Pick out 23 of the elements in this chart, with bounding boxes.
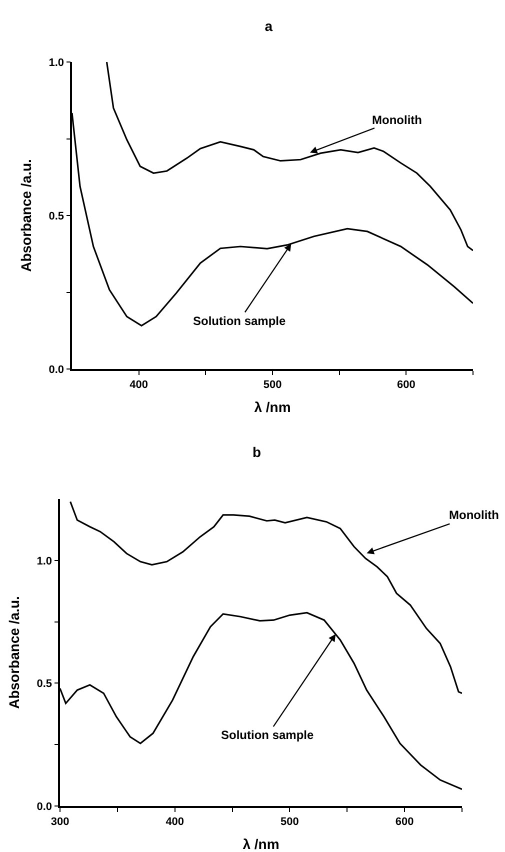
x-axis-title: λ /nm bbox=[254, 398, 291, 415]
chart-title: a bbox=[264, 18, 273, 34]
annotation: Solution sample bbox=[221, 728, 314, 742]
x-tick-label: 600 bbox=[395, 816, 414, 828]
x-tick-label: 500 bbox=[263, 378, 282, 391]
chart-title: b bbox=[252, 444, 261, 460]
y-axis-title: Absorbance /a.u. bbox=[6, 596, 22, 709]
y-tick-label: 0.0 bbox=[48, 364, 64, 376]
x-tick-label: 400 bbox=[166, 816, 184, 828]
annotation: Monolith bbox=[372, 113, 422, 127]
y-tick-label: 0.0 bbox=[36, 800, 52, 813]
x-tick-label: 300 bbox=[50, 816, 70, 828]
annotation: Solution sample bbox=[193, 314, 286, 328]
y-tick-label: 0.5 bbox=[36, 678, 52, 690]
x-tick-label: 400 bbox=[130, 378, 148, 391]
y-axis-title: Absorbance /a.u. bbox=[18, 159, 34, 272]
y-tick-label: 1.0 bbox=[36, 555, 52, 568]
x-tick-label: 500 bbox=[280, 816, 299, 828]
y-tick-label: 0.5 bbox=[48, 210, 64, 222]
x-axis-title: λ /nm bbox=[242, 836, 280, 852]
annotation: Monolith bbox=[449, 508, 499, 522]
x-tick-label: 600 bbox=[396, 378, 416, 391]
y-tick-label: 1.0 bbox=[48, 56, 64, 69]
